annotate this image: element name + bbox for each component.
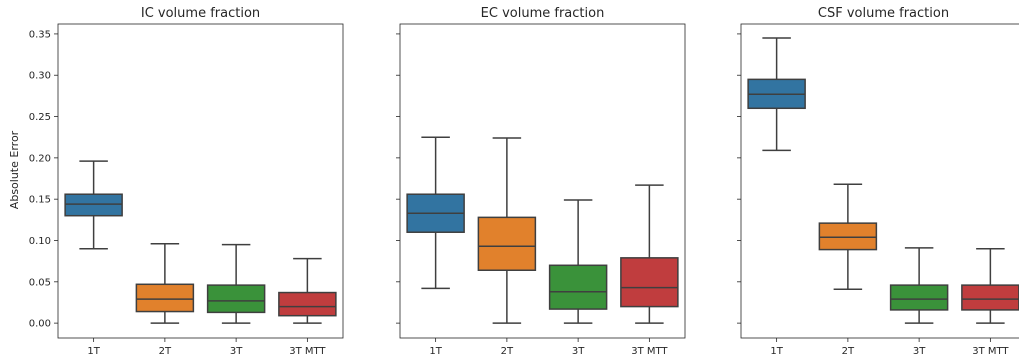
- panel-title: IC volume fraction: [141, 6, 260, 21]
- y-tick-label: 0.20: [29, 153, 51, 164]
- box-2t: [135, 243, 195, 324]
- box-2t: [477, 137, 537, 324]
- x-tick-label: 1T: [770, 346, 783, 357]
- x-tick-label: 1T: [429, 346, 442, 357]
- box-3t: [548, 199, 608, 324]
- x-tick-label: 3T MTT: [972, 346, 1009, 357]
- x-tick-label: 2T: [842, 346, 855, 357]
- box-3t-mtt: [278, 257, 337, 324]
- box-iqr: [477, 216, 537, 271]
- box-2t: [818, 183, 878, 290]
- box-iqr: [961, 284, 1019, 311]
- box-1t: [406, 136, 465, 290]
- x-tick-label: 3T: [913, 346, 926, 357]
- y-axis-label: Absolute Error: [8, 130, 21, 209]
- x-tick-label: 3T: [572, 346, 585, 357]
- box-1t: [64, 160, 123, 250]
- box-iqr: [620, 257, 679, 308]
- x-tick-label: 2T: [501, 346, 514, 357]
- box-iqr: [206, 284, 266, 314]
- box-iqr: [889, 284, 949, 311]
- box-iqr: [64, 193, 123, 217]
- y-tick-label: 0.25: [29, 112, 51, 123]
- box-iqr: [818, 222, 878, 251]
- box-iqr: [278, 291, 337, 317]
- axes-frame: [57, 23, 344, 339]
- box-iqr: [135, 283, 195, 313]
- y-tick-label: 0.35: [29, 29, 51, 40]
- box-iqr: [548, 264, 608, 310]
- panel-1: IC volume fraction 0.00 0.05 0.10 0.15 0.20 0.…: [29, 6, 344, 357]
- y-tick-label: 0.30: [29, 71, 51, 82]
- x-tick-label: 3T MTT: [289, 346, 326, 357]
- y-tick-label: 0.05: [29, 277, 51, 288]
- panel-title: CSF volume fraction: [818, 6, 949, 21]
- box-3t-mtt: [961, 248, 1019, 324]
- panel-title: EC volume fraction: [481, 6, 605, 21]
- x-tick-label: 1T: [87, 346, 100, 357]
- panel-3: CSF volume fraction 1T 2T 3T 3T MTT: [737, 6, 1019, 357]
- box-3t-mtt: [620, 184, 679, 324]
- axes-frame: [740, 23, 1019, 339]
- panel-2: EC volume fraction 1T 2T 3T 3T MTT: [396, 6, 686, 357]
- x-tick-label: 2T: [159, 346, 172, 357]
- y-tick-label: 0.10: [29, 236, 51, 247]
- x-tick-label: 3T MTT: [631, 346, 668, 357]
- box-1t: [747, 37, 806, 152]
- y-tick-label: 0.00: [29, 319, 51, 330]
- box-3t: [889, 247, 949, 324]
- axes-frame: [399, 23, 686, 339]
- panels: IC volume fraction 0.00 0.05 0.10 0.15 0.20 0.…: [29, 6, 1019, 357]
- x-tick-label: 3T: [230, 346, 243, 357]
- y-tick-label: 0.15: [29, 195, 51, 206]
- box-3t: [206, 243, 266, 324]
